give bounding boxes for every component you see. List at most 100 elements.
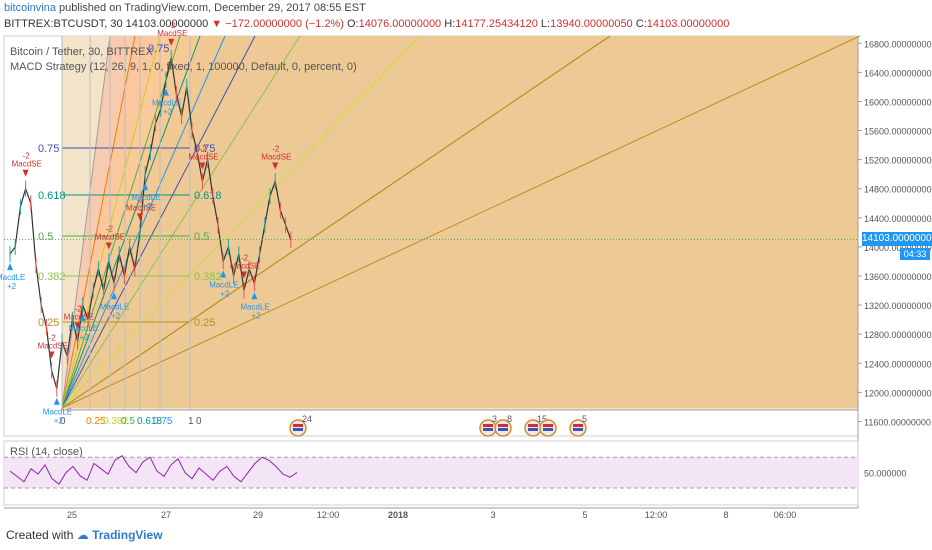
sell-arrow-icon <box>137 213 143 221</box>
fib-level-label-left: 0.5 <box>38 231 53 243</box>
sell-signal-qty: -2 <box>241 254 249 263</box>
fib-level-label-left: 0.25 <box>38 317 59 329</box>
fib-level-label-left: 0.75 <box>38 143 59 155</box>
fib-level-label-mid: 0.5 <box>194 231 209 243</box>
fib-fan-line <box>61 35 226 409</box>
fib-top-label: 0.75 <box>148 43 169 55</box>
buy-signal-qty: +2 <box>80 333 90 342</box>
fib-level-label-mid: 0.25 <box>194 317 215 329</box>
fib-fan-line <box>61 35 111 409</box>
buy-arrow-icon <box>251 292 258 300</box>
sell-arrow-icon <box>105 242 112 250</box>
sell-signal-label: MacdSE <box>126 203 156 212</box>
fib-fan-line <box>61 35 861 409</box>
flag-stripe-icon <box>293 428 303 431</box>
event-count-label: 5 <box>582 414 587 424</box>
sell-signal-label: MacdSE <box>95 232 125 241</box>
price-axis-label: 16000.00000000 <box>864 97 932 107</box>
sell-signal-label: MacdSE <box>261 152 291 161</box>
buy-signal-label: MacdLE <box>209 280 238 289</box>
low-label: L: <box>540 18 551 30</box>
sell-arrow-icon <box>48 351 55 359</box>
time-axis-label: 3 <box>490 510 495 520</box>
fib-fan-line <box>61 35 301 409</box>
price-axis-label: 14000.00000000 <box>864 243 932 253</box>
price-axis-label: 12400.00000000 <box>864 359 932 369</box>
buy-signal-qty: +2 <box>7 282 17 291</box>
sell-arrow-icon <box>272 162 279 170</box>
buy-arrow-icon <box>79 314 86 322</box>
buy-signal-label: MacdLE <box>69 324 98 333</box>
price-axis-label: 11600.00000000 <box>864 417 931 427</box>
sell-signal-qty: -2 <box>75 304 83 313</box>
buy-signal-qty: +2 <box>54 417 64 426</box>
time-axis-label: 29 <box>253 510 263 520</box>
created-with-text: Created with <box>6 528 74 542</box>
sell-signal-qty: -2 <box>49 334 57 343</box>
time-axis-label: 5 <box>582 510 587 520</box>
symbol-label: BITTREX:BTCUSDT, 30 <box>4 18 123 30</box>
fib-level-label-left: 0.382 <box>38 271 66 283</box>
price-axis-label: 14800.00000000 <box>864 185 932 195</box>
time-axis-label: 8 <box>723 510 728 520</box>
event-count-label: 8 <box>507 414 512 424</box>
sell-arrow-icon <box>74 322 81 330</box>
buy-arrow-icon <box>111 292 117 300</box>
flag-stripe-icon <box>498 428 508 431</box>
buy-signal-label: MacdLE <box>0 273 25 282</box>
event-count-label: 24 <box>302 414 312 424</box>
buy-arrow-icon <box>53 397 60 405</box>
flag-stripe-icon <box>483 424 493 427</box>
fib-level-label-mid: 0.75 <box>194 143 215 155</box>
buy-arrow-icon <box>7 263 13 271</box>
fib-bottom-label: 0.5 <box>121 416 135 427</box>
event-count-label: 3 <box>492 414 497 424</box>
sell-signal-qty: -2 <box>272 144 280 153</box>
current-price-badge: 14103.00000000 <box>862 232 932 246</box>
sell-signal-label: MacdSE <box>157 29 187 38</box>
buy-signal-label: MacdLE <box>100 302 129 311</box>
price-axis-label: 16400.00000000 <box>864 68 932 78</box>
chart-legend-title: Bitcoin / Tether, 30, BITTREX <box>10 46 153 58</box>
buy-signal-label: MacdLE <box>43 408 72 417</box>
last-price: 14103.00000000 <box>125 18 209 30</box>
sell-signal-qty: -2 <box>106 224 114 233</box>
author-link[interactable]: bitcoinvina <box>4 2 56 14</box>
buy-arrow-icon <box>220 270 227 278</box>
sell-signal-label: MacdSE <box>64 312 94 321</box>
fib-level-label-left: 0.618 <box>38 190 66 202</box>
open-value: 14076.00000000 <box>358 18 442 30</box>
tradingview-link[interactable]: TradingView <box>92 528 163 542</box>
price-axis-label: 13200.00000000 <box>864 301 932 311</box>
sell-signal-label: MacdSE <box>12 160 42 169</box>
buy-signal-label: MacdLE <box>131 193 160 202</box>
fib-bottom-label: 0 <box>60 416 66 427</box>
buy-signal-label: MacdLE <box>240 302 269 311</box>
flag-stripe-icon <box>483 428 493 431</box>
sell-signal-qty: -2 <box>137 195 145 204</box>
footer: Created with ☁ TradingView <box>6 528 163 542</box>
buy-signal-qty: +2 <box>111 311 121 320</box>
fib-fan-line <box>61 35 136 409</box>
rsi-legend[interactable]: RSI (14, close) <box>10 446 83 458</box>
time-axis-label: 06:00 <box>774 510 797 520</box>
change-value: −172.00000000 (−1.2%) <box>225 18 344 30</box>
sell-signal-label: MacdSE <box>188 152 218 161</box>
publish-line: bitcoinvina published on TradingView.com… <box>4 2 366 14</box>
time-axis-label: 12:00 <box>317 510 340 520</box>
buy-signal-qty: +2 <box>163 108 173 117</box>
price-axis-label: 12000.00000000 <box>864 388 932 398</box>
fib-fan-line <box>61 35 421 409</box>
strategy-legend[interactable]: MACD Strategy (12, 26, 9, 1, 0, fixed, 1… <box>10 61 357 73</box>
price-axis-label: 15600.00000000 <box>864 127 932 137</box>
flag-stripe-icon <box>498 424 508 427</box>
close-value: 14103.00000000 <box>646 18 730 30</box>
rsi-band <box>4 457 858 488</box>
flag-stripe-icon <box>573 424 583 427</box>
sell-signal-qty: -2 <box>199 144 207 153</box>
price-axis-label: 14400.00000000 <box>864 214 932 224</box>
down-arrow-icon: ▼ <box>211 18 223 30</box>
close-label: C: <box>635 18 647 30</box>
sell-signal-label: MacdSE <box>38 342 68 351</box>
